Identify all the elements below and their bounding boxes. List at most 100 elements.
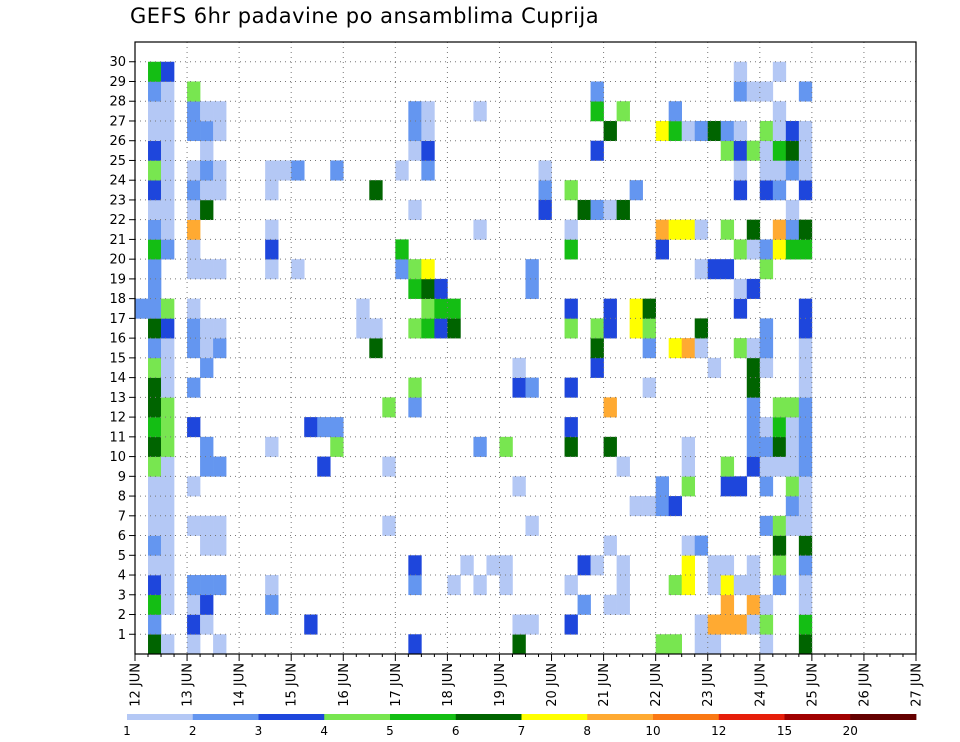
heatmap-cell <box>746 219 761 240</box>
heatmap-cell <box>733 120 748 142</box>
heatmap-cell <box>603 318 617 339</box>
heatmap-cell <box>421 278 435 299</box>
heatmap-cell <box>265 160 279 181</box>
heatmap-cells <box>135 61 813 655</box>
x-tick-label: 14 JUN <box>233 663 248 707</box>
heatmap-cell <box>200 160 214 181</box>
heatmap-cell <box>148 338 162 359</box>
colorbar-label: 12 <box>711 724 726 738</box>
heatmap-cell <box>291 259 305 280</box>
heatmap-cell <box>785 456 800 477</box>
heatmap-cell <box>265 259 279 280</box>
heatmap-cell <box>200 515 214 536</box>
heatmap-cell <box>278 160 292 181</box>
heatmap-cell <box>148 357 162 378</box>
heatmap-cell <box>200 338 214 359</box>
heatmap-cell <box>759 357 774 378</box>
heatmap-cell <box>408 377 422 398</box>
heatmap-cell <box>200 456 214 477</box>
x-tick-label: 18 JUN <box>441 663 456 707</box>
heatmap-cell <box>746 338 761 359</box>
heatmap-cell <box>746 397 761 418</box>
colorbar-label: 5 <box>386 724 394 738</box>
heatmap-cell <box>525 515 539 536</box>
heatmap-cell <box>798 140 813 161</box>
heatmap-cell <box>798 377 813 398</box>
heatmap-cell <box>148 298 162 319</box>
heatmap-cell <box>707 120 722 142</box>
heatmap-cell <box>213 318 227 339</box>
heatmap-cell <box>785 239 800 260</box>
y-tick-label: 27 <box>109 114 126 129</box>
heatmap-cell <box>187 515 201 536</box>
heatmap-cell <box>434 278 448 299</box>
heatmap-cell <box>798 555 813 576</box>
heatmap-cell <box>447 575 461 596</box>
heatmap-cell <box>681 456 696 477</box>
heatmap-cell <box>590 101 604 122</box>
heatmap-cell <box>681 555 696 576</box>
heatmap-cell <box>148 318 162 339</box>
heatmap-cell <box>148 120 162 142</box>
heatmap-cell <box>161 535 175 556</box>
heatmap-cell <box>148 140 162 161</box>
heatmap-cell <box>694 338 709 359</box>
heatmap-cell <box>564 377 578 398</box>
heatmap-cell <box>512 357 526 378</box>
heatmap-cell <box>668 496 682 517</box>
heatmap-cell <box>707 555 722 576</box>
heatmap-cell <box>161 318 175 339</box>
x-axis: 12 JUN 13 JUN 14 JUN 15 JUN 16 JUN 17 JUN 18 J… <box>129 654 925 707</box>
heatmap-cell <box>148 496 162 517</box>
heatmap-cell <box>564 318 578 339</box>
heatmap-cell <box>681 476 696 497</box>
y-tick-label: 10 <box>109 450 126 465</box>
heatmap-cell <box>759 239 774 260</box>
heatmap-cell <box>642 318 656 339</box>
heatmap-cell <box>603 199 617 220</box>
heatmap-cell <box>434 298 448 319</box>
heatmap-cell <box>369 338 383 359</box>
heatmap-cell <box>759 259 774 280</box>
colorbar-swatch <box>784 714 851 720</box>
heatmap-cell <box>798 81 813 102</box>
heatmap-cell <box>187 594 201 615</box>
heatmap-cell <box>148 417 162 438</box>
heatmap-cell <box>564 417 578 438</box>
y-tick-label: 15 <box>109 351 126 366</box>
colorbar-swatch <box>653 714 720 720</box>
heatmap-cell <box>772 160 787 181</box>
heatmap-cell <box>213 338 227 359</box>
heatmap-cell <box>525 278 539 299</box>
heatmap-cell <box>772 219 787 240</box>
heatmap-cell <box>148 61 162 82</box>
heatmap-cell <box>213 160 227 181</box>
heatmap-cell <box>148 101 162 122</box>
heatmap-cell <box>408 575 422 596</box>
heatmap-cell <box>200 594 214 615</box>
heatmap-cell <box>733 476 748 497</box>
heatmap-cell <box>707 575 722 596</box>
heatmap-cell <box>200 575 214 596</box>
heatmap-cell <box>772 101 787 122</box>
heatmap-cell <box>798 357 813 378</box>
y-tick-label: 24 <box>109 174 126 189</box>
heatmap-cell <box>421 120 435 142</box>
x-tick-label: 17 JUN <box>389 663 404 707</box>
heatmap-cell <box>408 120 422 142</box>
heatmap-cell <box>408 259 422 280</box>
colorbar-swatch <box>455 714 522 720</box>
heatmap-cell <box>798 120 813 142</box>
chart-title: GEFS 6hr padavine po ansamblima Cuprija <box>130 4 600 28</box>
y-tick-label: 20 <box>109 253 126 268</box>
heatmap-cell <box>746 555 761 576</box>
heatmap-cell <box>395 239 409 260</box>
heatmap-cell <box>772 61 787 82</box>
heatmap-cell <box>759 417 774 438</box>
heatmap-cell <box>798 417 813 438</box>
x-tick-label: 25 JUN <box>805 663 820 707</box>
heatmap-cell <box>733 160 748 181</box>
x-tick-label: 13 JUN <box>181 663 196 707</box>
heatmap-cell <box>408 140 422 161</box>
heatmap-cell <box>772 456 787 477</box>
